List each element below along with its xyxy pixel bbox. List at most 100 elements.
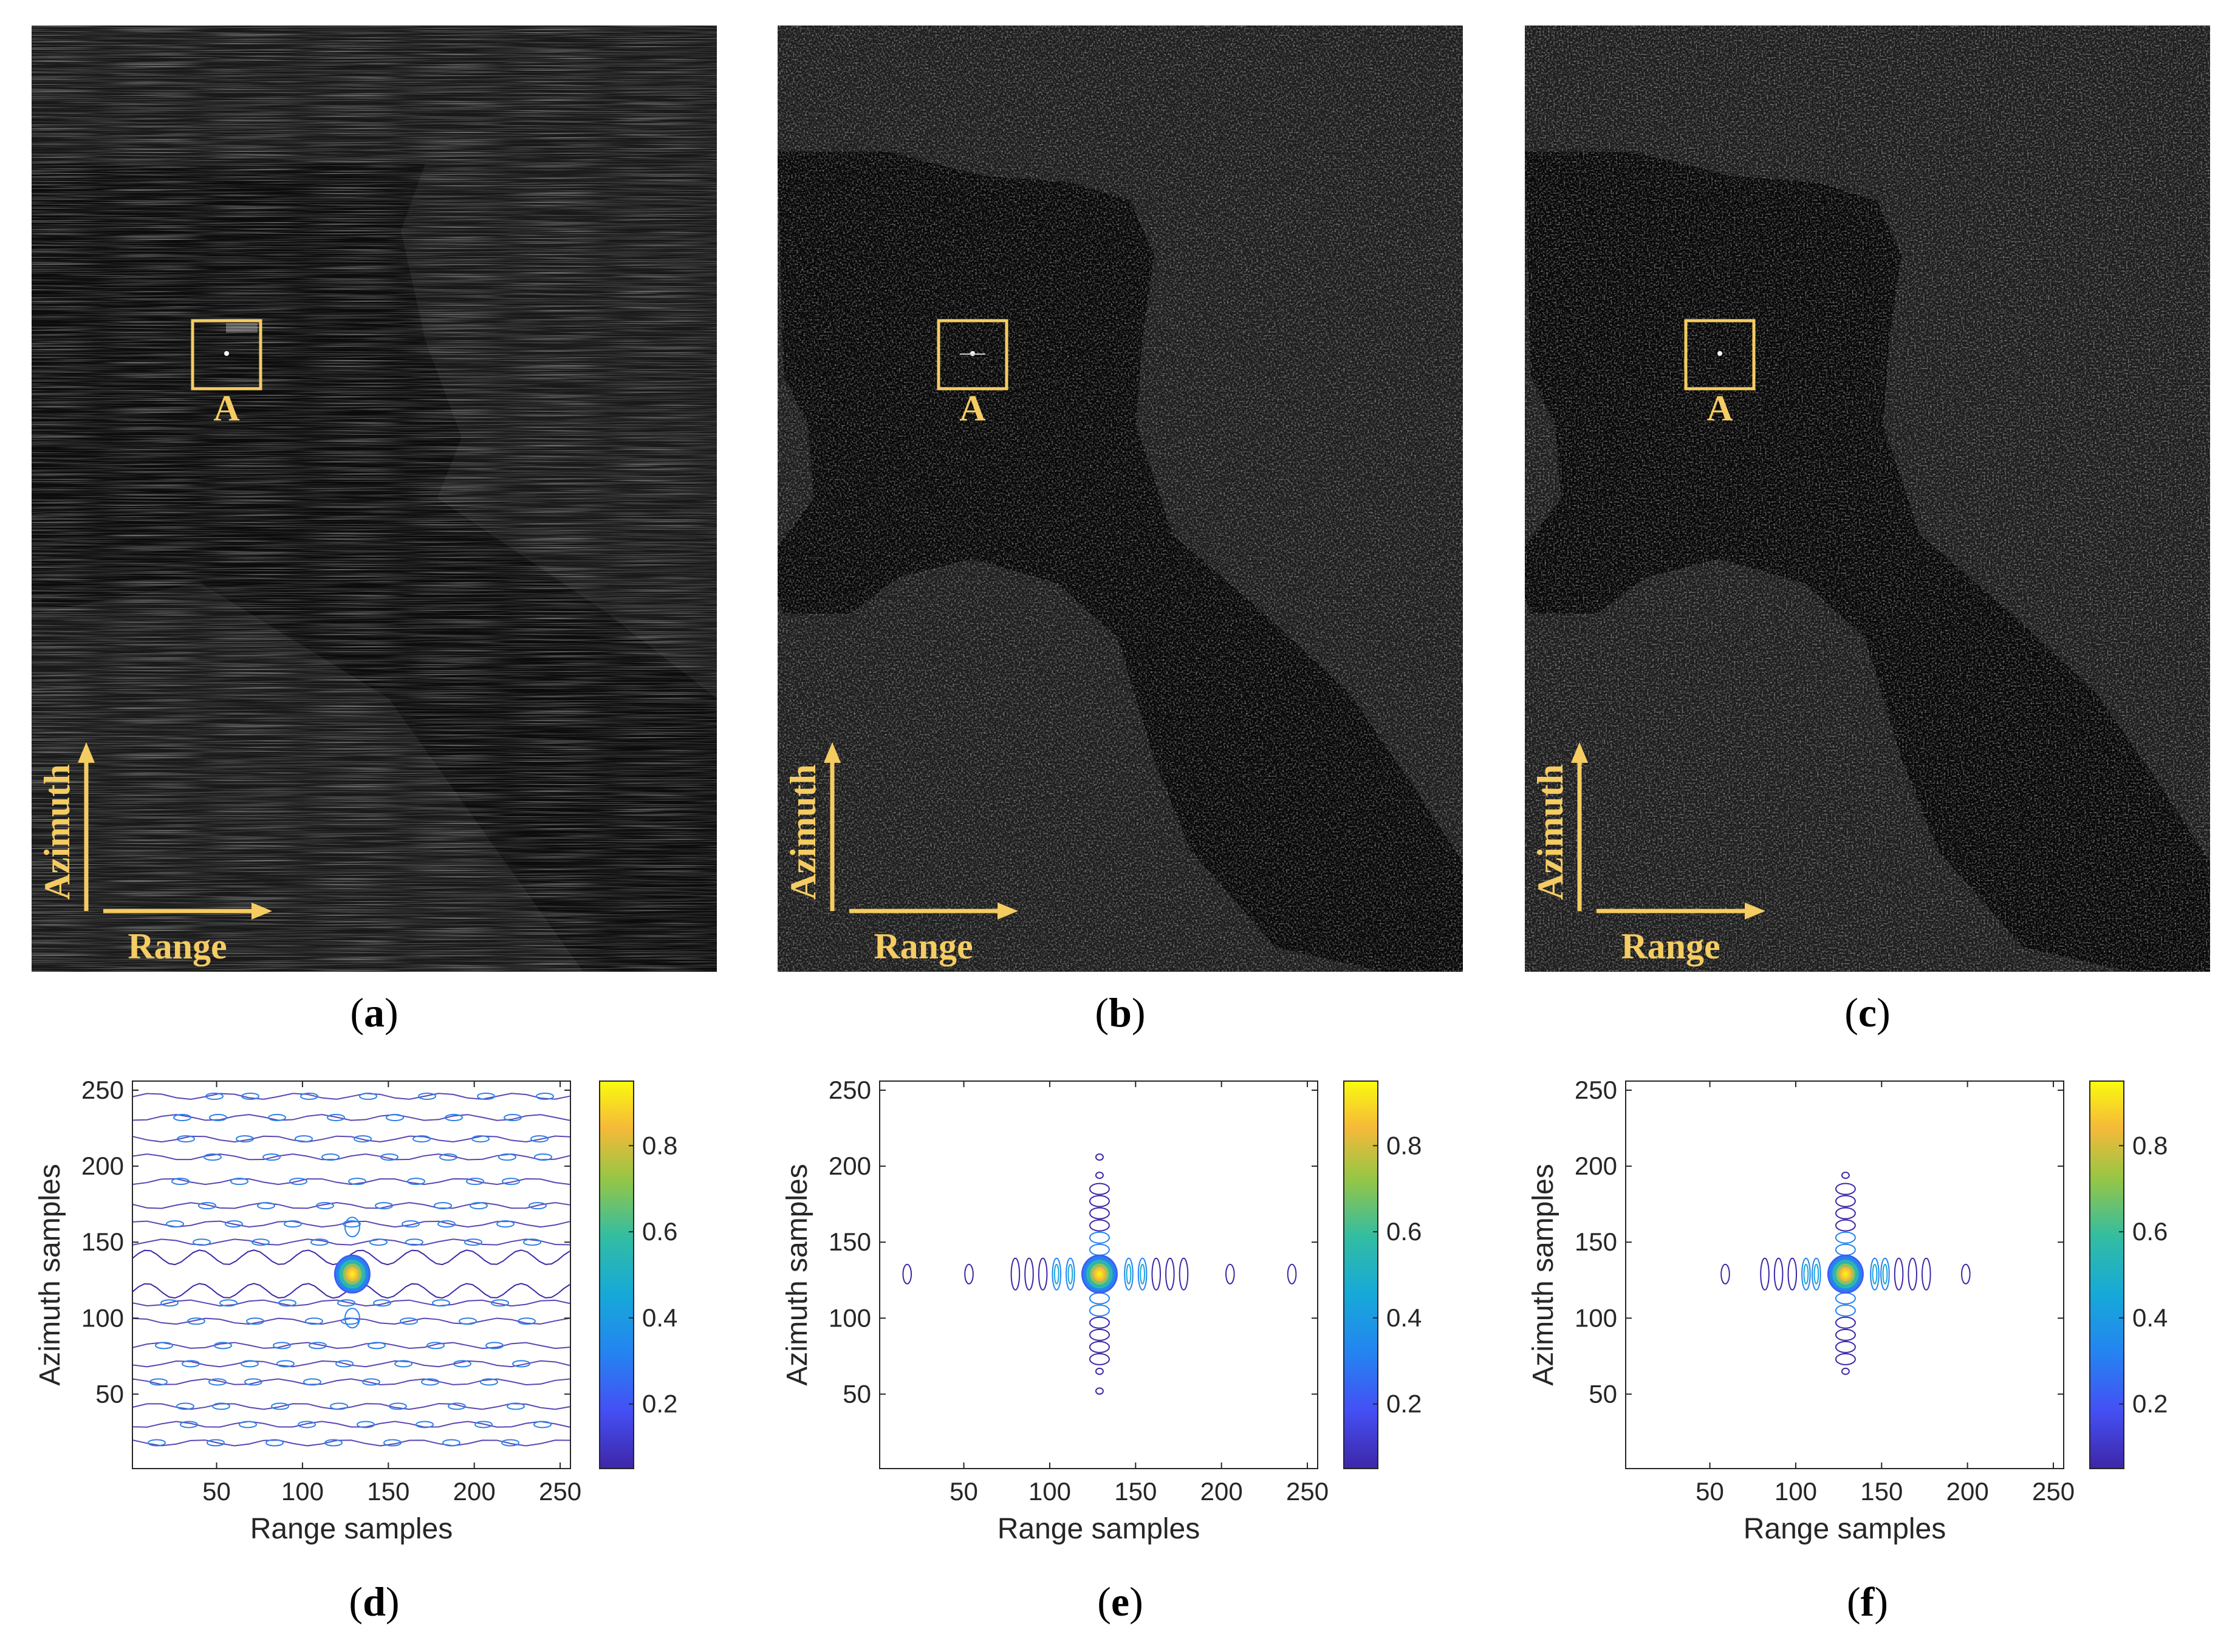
- range-sidelobe: [1165, 1257, 1175, 1291]
- main-lobe-contour: [1094, 1267, 1105, 1281]
- sidelobe-blob: [337, 1299, 355, 1307]
- caption-a: (a): [350, 989, 398, 1036]
- y-tick-label: 50: [95, 1379, 124, 1408]
- y-axis-label: Azimuth samples: [781, 1164, 813, 1385]
- sidelobe-stripe: [132, 1238, 570, 1246]
- colorbar-f: [2089, 1080, 2124, 1469]
- contour-chart-f: 50 100 150 200 250 50 100 150 200 250 Range sample…: [1527, 1076, 2168, 1545]
- azimuth-sidelobe: [1089, 1231, 1110, 1244]
- sidelobe-blob: [412, 1135, 431, 1143]
- sidelobe-blob: [160, 1299, 179, 1307]
- target-box-c: [1684, 319, 1756, 391]
- range-sidelobe: [1024, 1257, 1034, 1291]
- sidelobe-blob: [407, 1178, 425, 1186]
- range-sidelobe: [1287, 1263, 1297, 1285]
- sidelobe-blob: [362, 1378, 380, 1386]
- sidelobe-stripe: [132, 1342, 570, 1350]
- range-sidelobe: [1010, 1257, 1021, 1291]
- y-tick-label: 100: [81, 1303, 124, 1332]
- range-label-c: Range: [1621, 926, 1720, 966]
- y-axis-label: Azimuth samples: [34, 1164, 66, 1385]
- sidelobe-blob: [453, 1360, 471, 1368]
- azimuth-sidelobe: [1835, 1340, 1856, 1353]
- range-sidelobe: [902, 1263, 912, 1285]
- sidelobe-blob: [434, 1202, 452, 1210]
- sidelobe-blob: [466, 1178, 484, 1186]
- sidelobe-blob: [504, 1114, 522, 1122]
- sidelobe-blob: [518, 1317, 536, 1325]
- sidelobe-blob: [182, 1360, 200, 1368]
- sidelobe-blob: [464, 1238, 482, 1246]
- range-sidelobe: [1151, 1257, 1162, 1291]
- azimuth-label-a: Azimuth: [37, 764, 77, 899]
- sidelobe-blob: [278, 1299, 296, 1307]
- sidelobe-blob: [149, 1378, 168, 1386]
- range-sidelobe: [1720, 1263, 1730, 1285]
- azimuth-sidelobe: [1835, 1183, 1856, 1195]
- colorbar-tick-label: 0.4: [2132, 1303, 2168, 1332]
- colorbar-tick-label: 0.4: [642, 1303, 677, 1332]
- sidelobe-blob: [316, 1202, 334, 1210]
- sidelobe-blob: [405, 1238, 423, 1246]
- azimuth-sidelobe: [1841, 1172, 1850, 1179]
- caption-b: (b): [1095, 989, 1145, 1036]
- sidelobe-blob: [204, 1153, 222, 1161]
- sidelobe-blob: [373, 1299, 391, 1307]
- sidelobe-blob: [207, 1439, 225, 1447]
- sidelobe-blob: [219, 1299, 238, 1307]
- azimuth-label-c: Azimuth: [1530, 764, 1570, 899]
- sidelobe-blob: [176, 1402, 194, 1410]
- sidelobe-blob: [187, 1317, 205, 1325]
- sidelobe-blob: [177, 1135, 195, 1143]
- y-tick-label: 250: [1575, 1076, 1617, 1104]
- sar-image-a: [32, 26, 717, 972]
- azimuth-sidelobe: [1089, 1195, 1110, 1207]
- x-tick-label: 100: [281, 1477, 324, 1506]
- sidelobe-blob: [244, 1378, 262, 1386]
- sidelobe-stripe: [132, 1202, 570, 1209]
- sidelobe-blob: [321, 1153, 340, 1161]
- azimuth-sidelobe: [1835, 1304, 1856, 1317]
- sidelobe-blob: [445, 1114, 463, 1122]
- target-label-a: A: [213, 388, 239, 428]
- sidelobe-blob: [284, 1220, 302, 1228]
- caption-f: (f): [1847, 1579, 1888, 1625]
- range-sidelobe: [1922, 1257, 1931, 1291]
- sidelobe-blob: [418, 1093, 436, 1101]
- sidelobe-blob: [536, 1093, 554, 1101]
- colorbar-tick-label: 0.8: [2132, 1131, 2168, 1159]
- range-arrowhead-a: [252, 903, 272, 920]
- sidelobe-blob: [402, 1220, 420, 1228]
- sidelobe-blob: [236, 1135, 254, 1143]
- range-sidelobe: [1894, 1257, 1904, 1291]
- sidelobe-blob: [303, 1378, 321, 1386]
- x-tick-label: 250: [1286, 1477, 1329, 1506]
- sidelobe-blob: [357, 1421, 375, 1428]
- range-sidelobe: [1137, 1257, 1148, 1291]
- range-sidelobe: [1773, 1257, 1784, 1291]
- sidelobe-blob: [276, 1360, 295, 1368]
- sidelobe-stripe: [132, 1153, 570, 1161]
- sidelobe-stripe: [132, 1178, 570, 1186]
- sidelobe-blob: [459, 1317, 477, 1325]
- sidelobe-blob: [225, 1220, 243, 1228]
- sidelobe-stripe: [132, 1135, 570, 1143]
- range-sidelobe-inner: [1126, 1263, 1132, 1285]
- sidelobe-blob: [368, 1342, 386, 1350]
- sidelobe-blob: [437, 1220, 456, 1228]
- azimuth-sidelobe: [344, 1308, 360, 1329]
- sidelobe-blob: [262, 1153, 281, 1161]
- caption-c: (c): [1844, 989, 1891, 1036]
- y-tick-label: 100: [1575, 1303, 1617, 1332]
- x-tick-label: 100: [1775, 1477, 1817, 1506]
- sidelobe-blob: [180, 1421, 198, 1428]
- azimuth-label-b: Azimuth: [783, 764, 823, 899]
- sidelobe-blob: [529, 1202, 547, 1210]
- range-sidelobe: [1052, 1257, 1062, 1291]
- sidelobe-blob: [327, 1114, 345, 1122]
- azimuth-arrowhead-c: [1571, 742, 1588, 763]
- azimuth-sidelobe: [1835, 1195, 1856, 1207]
- range-sidelobe-inner: [1803, 1263, 1809, 1285]
- axes-frame-e: [879, 1080, 1318, 1469]
- sidelobe-stripe: [132, 1317, 570, 1325]
